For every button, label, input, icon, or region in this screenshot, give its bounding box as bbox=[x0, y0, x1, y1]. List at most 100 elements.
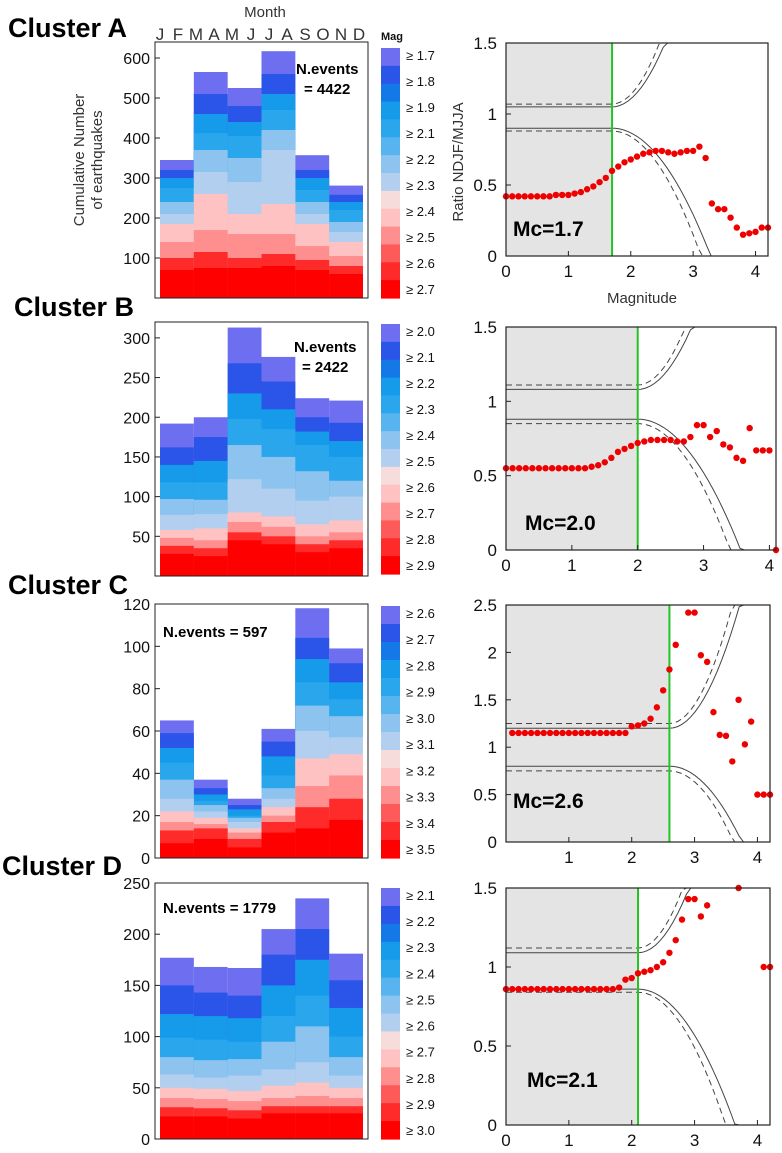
colorbar-segment bbox=[381, 431, 400, 450]
ratio-point bbox=[515, 465, 523, 472]
ratio-point bbox=[703, 902, 711, 909]
ratio-point bbox=[601, 459, 608, 466]
ratio-x-tick-label: 3 bbox=[690, 1131, 699, 1150]
colorbar-level-label: ≥ 2.9 bbox=[406, 558, 435, 573]
ratio-point bbox=[581, 465, 589, 472]
y-tick-label: 100 bbox=[123, 639, 150, 656]
ratio-point bbox=[671, 150, 678, 157]
ratio-point bbox=[521, 985, 529, 993]
ratio-point bbox=[647, 715, 654, 722]
colorbar-segment bbox=[381, 377, 400, 397]
ratio-point bbox=[527, 985, 535, 993]
y-tick-label: 50 bbox=[132, 1081, 150, 1098]
y-tick-label: 300 bbox=[123, 331, 150, 348]
colorbar-level-label: ≥ 2.1 bbox=[406, 888, 435, 903]
ratio-point bbox=[716, 731, 723, 739]
colorbar-segment bbox=[381, 1031, 400, 1050]
ratio-point bbox=[664, 149, 672, 156]
ratio-point bbox=[515, 729, 522, 737]
ratio-point bbox=[760, 963, 767, 971]
ratio-y-tick-label: 0 bbox=[488, 541, 497, 560]
ratio-x-tick-label: 2 bbox=[633, 556, 642, 575]
colorbar-segment bbox=[381, 520, 400, 539]
ratio-point bbox=[753, 447, 760, 454]
ratio-point bbox=[546, 729, 554, 737]
ratio-point bbox=[615, 729, 623, 737]
month-letter-5: J bbox=[247, 25, 256, 44]
colorbar-segment bbox=[381, 822, 400, 841]
colorbar-level-label: ≥ 2.0 bbox=[406, 324, 435, 339]
ratio-point bbox=[754, 791, 761, 798]
colorbar-segment bbox=[381, 714, 400, 733]
ratio-point bbox=[685, 895, 692, 903]
y-tick-label: 100 bbox=[123, 490, 150, 507]
upper-bound-dashed bbox=[506, 327, 776, 386]
bar-JA-layer-9 bbox=[261, 832, 296, 858]
colorbar-segment bbox=[381, 1085, 400, 1104]
ratio-point bbox=[527, 729, 535, 737]
ratio-point bbox=[540, 193, 547, 200]
cluster-title: Cluster B bbox=[14, 292, 134, 322]
ratio-point bbox=[696, 143, 703, 150]
colorbar-segment bbox=[381, 65, 400, 85]
bar-SO-layer-9 bbox=[295, 828, 330, 858]
ratio-point bbox=[759, 447, 767, 454]
lower-bound-solid bbox=[506, 418, 776, 550]
month-letter-11: D bbox=[353, 25, 365, 44]
colorbar-segment bbox=[381, 732, 400, 751]
bar-ND-layer-9 bbox=[329, 548, 363, 576]
month-letter-2: M bbox=[189, 25, 203, 44]
colorbar-level-label: ≥ 2.8 bbox=[406, 658, 435, 673]
bar-SO-layer-9 bbox=[295, 1113, 330, 1139]
colorbar-level-label: ≥ 1.8 bbox=[406, 74, 435, 89]
ratio-point bbox=[646, 149, 653, 156]
bar-JF-layer-9 bbox=[160, 553, 194, 576]
ratio-point bbox=[588, 463, 595, 470]
bar-MJ-layer-9 bbox=[227, 268, 262, 298]
colorbar-segment bbox=[381, 484, 400, 504]
colorbar-segment bbox=[381, 1013, 400, 1033]
n-events-label: N.events = 597 bbox=[163, 624, 268, 641]
ratio-point bbox=[746, 424, 753, 432]
ratio-point bbox=[546, 985, 554, 993]
ratio-x-tick-label: 0 bbox=[501, 262, 510, 281]
ratio-point bbox=[622, 976, 629, 983]
y-tick-label: 150 bbox=[123, 978, 150, 995]
ratio-y-tick-label: 1 bbox=[488, 958, 497, 977]
n-events-line: N.events bbox=[296, 61, 359, 78]
colorbar-segment bbox=[381, 502, 400, 522]
colorbar-segment bbox=[381, 341, 400, 361]
ratio-point bbox=[726, 444, 734, 451]
colorbar-segment bbox=[381, 750, 400, 769]
ratio-point bbox=[597, 985, 604, 993]
colorbar-level-label: ≥ 2.7 bbox=[406, 506, 435, 521]
y-tick-label: 50 bbox=[132, 529, 150, 546]
ratio-point bbox=[713, 427, 720, 435]
ratio-point bbox=[653, 704, 661, 711]
ratio-point bbox=[583, 186, 591, 193]
ratio-point bbox=[628, 974, 635, 982]
ratio-y-tick-label: 2.5 bbox=[473, 596, 497, 615]
colorbar-level-label: ≥ 2.6 bbox=[406, 1019, 435, 1034]
colorbar-level-label: ≥ 2.6 bbox=[406, 606, 435, 621]
ratio-point bbox=[752, 228, 759, 236]
ratio-point bbox=[683, 147, 691, 155]
ratio-x-tick-label: 4 bbox=[753, 1131, 762, 1150]
histogram-frame bbox=[154, 882, 369, 1140]
bar-SO-layer-9 bbox=[295, 552, 330, 576]
colorbar-segment bbox=[381, 888, 400, 907]
bar-JF-layer-9 bbox=[160, 1116, 194, 1139]
bar-MA-layer-9 bbox=[193, 268, 228, 298]
ratio-point bbox=[594, 462, 602, 469]
colorbar-level-label: ≥ 3.4 bbox=[406, 816, 435, 831]
ratio-point bbox=[548, 465, 556, 472]
ratio-y-tick-label: 1.5 bbox=[473, 34, 497, 53]
cluster-title: Cluster C bbox=[8, 570, 128, 600]
ratio-point bbox=[746, 230, 753, 237]
colorbar-level-label: ≥ 3.1 bbox=[406, 737, 435, 752]
ratio-point bbox=[647, 966, 654, 974]
colorbar-level-label: ≥ 1.7 bbox=[406, 48, 435, 63]
ratio-point bbox=[621, 445, 628, 453]
